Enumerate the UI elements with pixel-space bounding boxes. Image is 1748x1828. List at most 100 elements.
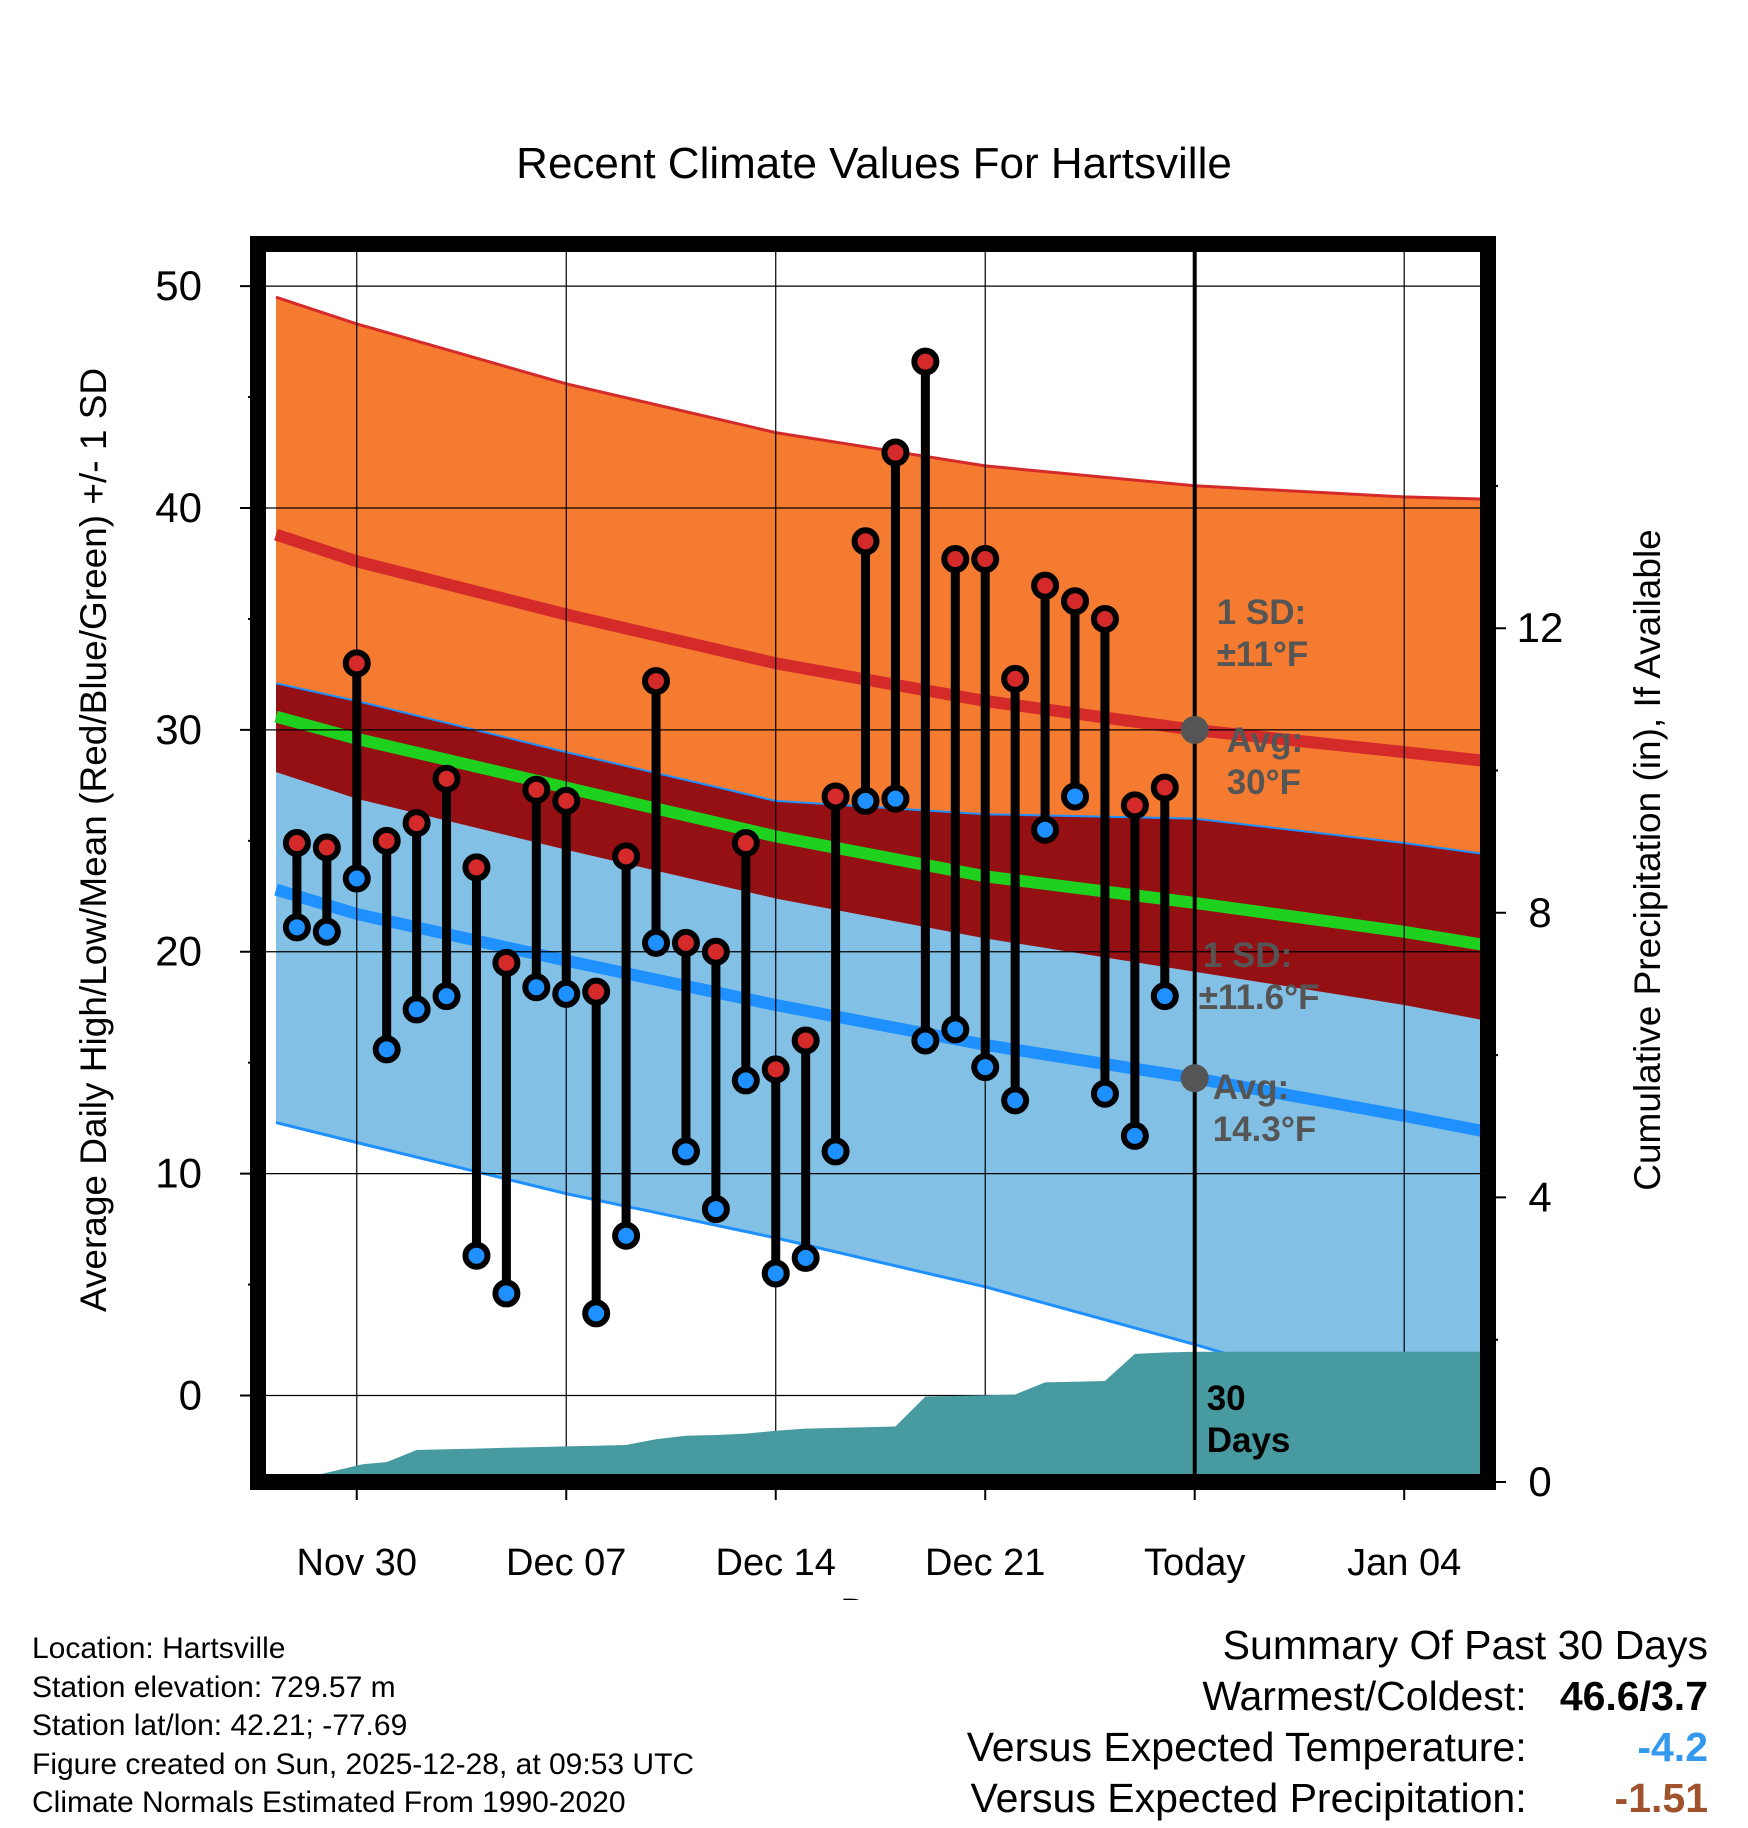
high-upper-edge xyxy=(275,295,1486,501)
precipitation-fill xyxy=(293,1351,1485,1482)
daily-high-point xyxy=(372,826,401,855)
summary-temp-label: Versus Expected Temperature: xyxy=(966,1724,1527,1770)
normal-high-line xyxy=(274,528,1486,767)
daily-high-point xyxy=(971,545,1000,574)
daily-high-point xyxy=(911,347,940,376)
low-upper-edge xyxy=(275,682,1486,856)
high-sd-value: ±11°F xyxy=(1217,635,1309,674)
y-tick-label: 50 xyxy=(155,262,202,309)
daily-high-point xyxy=(552,786,581,815)
low-avg-value: 14.3°F xyxy=(1213,1110,1317,1149)
daily-low-point xyxy=(612,1221,641,1250)
summary-temp-value: -4.2 xyxy=(1637,1724,1708,1770)
daily-high-point xyxy=(342,649,371,678)
daily-observations xyxy=(282,347,1179,1328)
daily-high-point xyxy=(582,977,611,1006)
low-sd-value: ±11.6°F xyxy=(1199,978,1320,1017)
summary-warmest-value: 46.6/3.7 xyxy=(1559,1673,1708,1719)
daily-low-point xyxy=(671,1137,700,1166)
info-normals: Climate Normals Estimated From 1990-2020 xyxy=(32,1786,626,1819)
daily-high-point xyxy=(821,782,850,811)
daily-low-point xyxy=(1001,1086,1030,1115)
precipitation-area xyxy=(293,1351,1485,1482)
daily-high-point xyxy=(522,775,551,804)
daily-low-point xyxy=(761,1259,790,1288)
y-tick-label: 20 xyxy=(155,928,202,975)
summary-warmest-row: Warmest/Coldest: 46.6/3.7 xyxy=(967,1671,1708,1722)
info-elevation: Station elevation: 729.57 m xyxy=(32,1670,396,1704)
y-tick-label: 10 xyxy=(155,1150,202,1197)
daily-low-point xyxy=(911,1026,940,1055)
summary-title: Summary Of Past 30 Days xyxy=(1222,1622,1708,1668)
low-avg-label: Avg: xyxy=(1213,1068,1289,1107)
daily-low-point xyxy=(1061,782,1090,811)
daily-low-point xyxy=(342,864,371,893)
daily-low-point xyxy=(1120,1121,1149,1150)
daily-high-point xyxy=(402,809,431,838)
low-sd-label: 1 SD: xyxy=(1203,936,1292,975)
high-avg-label: Avg: xyxy=(1227,721,1303,760)
x-tick-label: Dec 14 xyxy=(716,1542,836,1584)
chart-title: Recent Climate Values For Hartsville xyxy=(516,139,1232,188)
daily-low-point xyxy=(701,1195,730,1224)
summary-precip-value: -1.51 xyxy=(1614,1775,1708,1821)
daily-high-point xyxy=(1090,604,1119,633)
daily-low-point xyxy=(372,1035,401,1064)
daily-low-point xyxy=(492,1279,521,1308)
daily-low-point xyxy=(582,1299,611,1328)
daily-high-point xyxy=(612,842,641,871)
daily-high-point xyxy=(791,1026,820,1055)
daily-low-point xyxy=(642,928,671,957)
daily-high-point xyxy=(941,545,970,574)
y2-tick-label: 4 xyxy=(1528,1173,1551,1220)
daily-low-point xyxy=(1150,982,1179,1011)
low-avg-marker xyxy=(1180,1064,1209,1093)
daily-high-point xyxy=(492,948,521,977)
y-tick-label: 40 xyxy=(155,484,202,531)
high-sd-label: 1 SD: xyxy=(1217,593,1306,632)
x-tick-label: Dec 07 xyxy=(506,1542,626,1584)
normal-mean-line xyxy=(274,710,1486,952)
daily-low-point xyxy=(402,995,431,1024)
x-tick-label: Jan 04 xyxy=(1347,1542,1461,1584)
normal-low-line xyxy=(274,883,1487,1138)
daily-high-point xyxy=(462,853,491,882)
info-location: Location: Hartsville xyxy=(32,1632,286,1665)
daily-high-point xyxy=(1061,587,1090,616)
daily-low-point xyxy=(731,1066,760,1095)
x-tick-label: Dec 21 xyxy=(925,1542,1045,1584)
daily-high-point xyxy=(1001,664,1030,693)
summary-precip-label: Versus Expected Precipitation: xyxy=(970,1775,1527,1821)
daily-low-point xyxy=(971,1053,1000,1082)
daily-high-point xyxy=(312,833,341,862)
x-tick-label: Today xyxy=(1144,1542,1245,1584)
daily-high-point xyxy=(701,937,730,966)
daily-low-point xyxy=(312,917,341,946)
daily-high-point xyxy=(1150,773,1179,802)
summary-precip-row: Versus Expected Precipitation: -1.51 xyxy=(967,1773,1709,1824)
daily-low-point xyxy=(522,973,551,1002)
daily-high-point xyxy=(851,527,880,556)
daily-high-point xyxy=(761,1055,790,1084)
summary-temp-row: Versus Expected Temperature: -4.2 xyxy=(967,1722,1708,1773)
daily-high-point xyxy=(642,667,671,696)
climate-chart: Recent Climate Values For Hartsville 1 S… xyxy=(73,139,1668,1600)
y2-axis-label: Cumulative Precipitation (in), If Availa… xyxy=(1627,529,1668,1191)
daily-low-point xyxy=(821,1137,850,1166)
station-info: Location: Hartsville Station elevation: … xyxy=(32,1630,694,1823)
daily-high-point xyxy=(881,438,910,467)
y2-tick-label: 12 xyxy=(1517,604,1564,651)
x-axis-label: Day xyxy=(840,1592,908,1600)
y-tick-label: 0 xyxy=(179,1371,202,1418)
daily-high-point xyxy=(1031,571,1060,600)
y2-tick-label: 0 xyxy=(1528,1458,1551,1505)
high-avg-value: 30°F xyxy=(1227,763,1301,802)
daily-high-point xyxy=(671,928,700,957)
daily-low-point xyxy=(282,913,311,942)
info-latlon: Station lat/lon: 42.21; -77.69 xyxy=(32,1709,408,1742)
daily-low-point xyxy=(791,1243,820,1272)
y-axis-label: Average Daily High/Low/Mean (Red/Blue/Gr… xyxy=(73,368,114,1312)
x-tick-label: Nov 30 xyxy=(297,1542,417,1584)
daily-low-point xyxy=(552,979,581,1008)
high-avg-marker xyxy=(1180,715,1209,744)
